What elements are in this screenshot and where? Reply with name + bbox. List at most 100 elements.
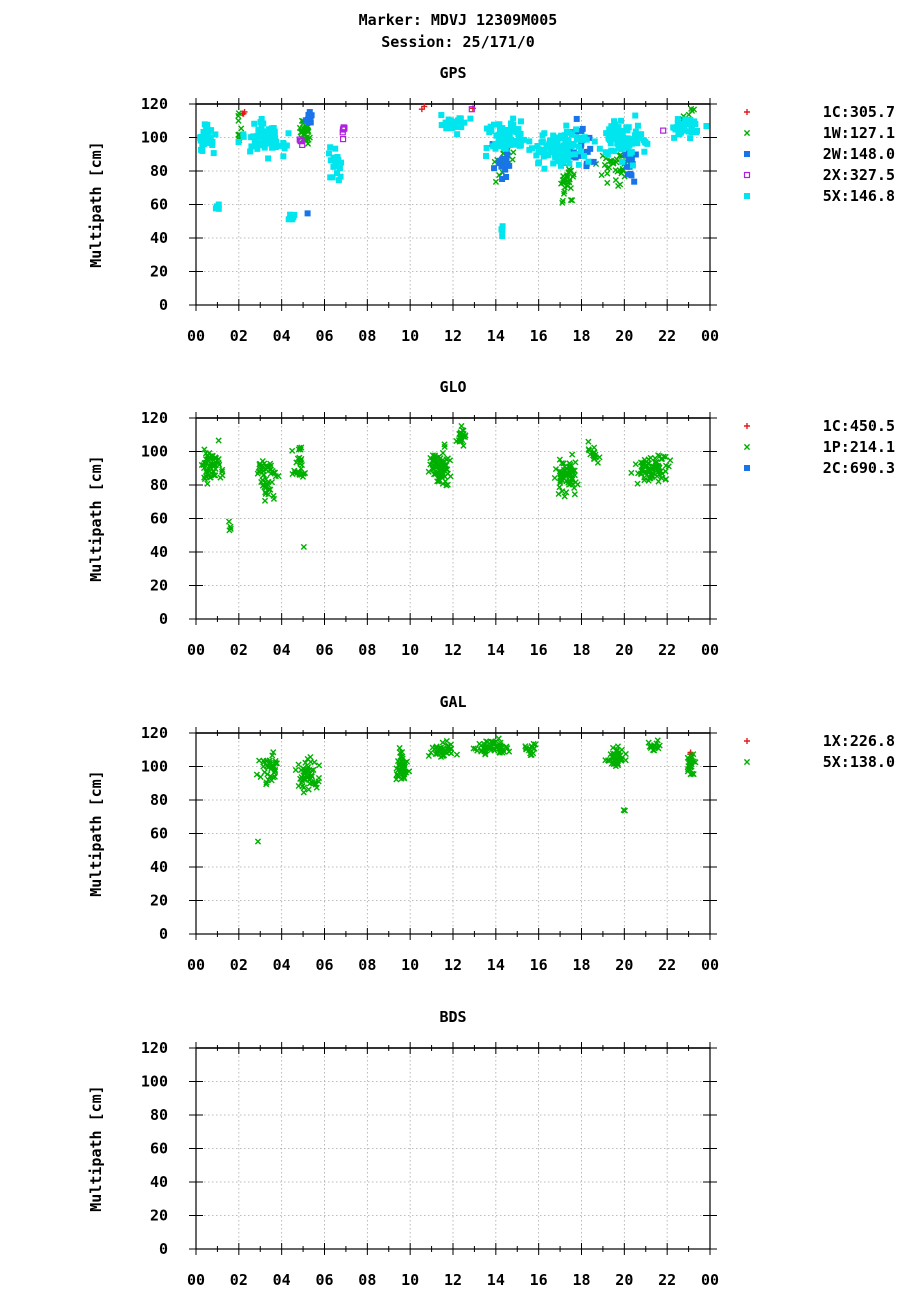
data-point-5X xyxy=(510,115,517,122)
data-point-5X xyxy=(550,142,557,149)
data-point-1P xyxy=(439,449,447,457)
data-point-5X xyxy=(614,743,622,750)
data-point-5X xyxy=(506,748,513,755)
data-point-1P xyxy=(268,479,276,486)
data-point-5X xyxy=(529,145,536,152)
x-tick-label: 00 xyxy=(701,956,719,974)
data-point-5X xyxy=(482,745,490,752)
data-point-1C xyxy=(421,103,428,110)
legend: 1X:226.8 5X:138.0 xyxy=(743,732,895,771)
data-point-5X xyxy=(254,145,261,152)
panel-title: GLO xyxy=(439,378,466,396)
data-point-5X xyxy=(502,135,509,142)
data-point-5X xyxy=(520,136,527,143)
data-point-2W xyxy=(499,155,506,162)
data-point-1P xyxy=(567,461,574,468)
data-point-5X xyxy=(682,116,689,123)
data-point-5X xyxy=(444,121,451,128)
data-point-5X xyxy=(624,135,631,142)
x-tick-label: 22 xyxy=(658,327,676,345)
data-point-1W xyxy=(301,126,308,134)
data-point-2W xyxy=(504,151,511,158)
data-point-5X xyxy=(445,116,452,123)
data-point-1P xyxy=(566,466,573,473)
data-point-1P xyxy=(650,463,657,471)
data-point-5X xyxy=(538,139,545,146)
x-tick-label: 02 xyxy=(230,956,248,974)
data-point-5X xyxy=(693,127,700,134)
data-point-1W xyxy=(612,167,619,174)
data-point-5X xyxy=(312,780,319,787)
data-point-1P xyxy=(227,523,234,530)
data-point-5X xyxy=(427,749,435,756)
data-point-5X xyxy=(624,127,631,134)
data-point-2X xyxy=(339,135,347,143)
data-point-5X xyxy=(251,120,258,127)
data-point-5X xyxy=(692,759,699,766)
data-point-5X xyxy=(559,143,566,150)
data-point-5X xyxy=(335,156,342,163)
data-point-5X xyxy=(493,132,500,139)
data-point-5X xyxy=(603,130,610,137)
data-point-5X xyxy=(397,757,405,764)
data-point-5X xyxy=(285,216,292,223)
data-point-5X xyxy=(271,138,278,145)
data-point-1P xyxy=(558,460,566,467)
data-point-5X xyxy=(611,148,618,155)
data-point-1P xyxy=(295,446,302,453)
panel-glo: GLO 0 20 40 60 80 100 120 00 02 04 06 08 10 12 14 16 18 20… xyxy=(87,378,895,659)
data-point-5X xyxy=(265,776,272,783)
data-point-5X xyxy=(336,164,343,171)
legend-marker-2W xyxy=(744,151,750,157)
data-point-5X xyxy=(499,128,506,135)
data-point-5X xyxy=(458,124,465,131)
data-point-5X xyxy=(483,125,490,132)
data-point-5X xyxy=(619,158,626,165)
data-point-5X xyxy=(444,743,452,750)
data-point-2W xyxy=(302,117,309,124)
x-tick-label: 08 xyxy=(358,1271,376,1289)
data-point-1W xyxy=(604,179,611,186)
x-tick-label: 10 xyxy=(401,956,419,974)
data-point-1P xyxy=(654,462,662,469)
legend-label: 2X:327.5 xyxy=(823,166,895,184)
data-point-1P xyxy=(215,437,222,444)
data-point-5X xyxy=(515,140,522,147)
data-point-5X xyxy=(591,138,598,145)
x-tick-label: 12 xyxy=(444,327,462,345)
data-point-1W xyxy=(238,125,245,132)
data-point-1P xyxy=(261,460,268,467)
data-point-5X xyxy=(310,766,317,773)
data-point-5X xyxy=(393,771,401,778)
data-point-5X xyxy=(291,211,298,218)
data-point-1P xyxy=(592,451,599,458)
data-point-5X xyxy=(452,123,459,130)
data-point-1P xyxy=(569,451,576,458)
data-point-5X xyxy=(438,112,445,119)
data-point-1W xyxy=(559,177,566,184)
data-point-1P xyxy=(444,455,451,462)
data-point-5X xyxy=(608,123,615,130)
y-tick-label: 40 xyxy=(150,543,168,561)
data-point-5X xyxy=(257,773,264,781)
data-point-5X xyxy=(300,789,307,796)
data-point-1P xyxy=(460,427,467,434)
data-point-5X xyxy=(393,776,400,783)
panel-title: GPS xyxy=(439,64,466,82)
data-point-5X xyxy=(642,139,649,146)
data-point-2W xyxy=(496,160,503,167)
data-point-5X xyxy=(541,148,548,155)
data-point-5X xyxy=(483,144,490,151)
data-point-1P xyxy=(572,459,579,466)
data-point-5X xyxy=(532,741,539,748)
data-point-5X xyxy=(443,737,450,745)
data-point-1W xyxy=(567,184,574,192)
data-point-5X xyxy=(198,146,205,153)
data-point-5X xyxy=(676,131,683,138)
data-point-5X xyxy=(618,145,625,152)
x-tick-label: 00 xyxy=(187,327,205,345)
legend-label: 1C:305.7 xyxy=(823,103,895,121)
data-point-2W xyxy=(583,163,590,170)
data-point-5X xyxy=(596,145,603,152)
